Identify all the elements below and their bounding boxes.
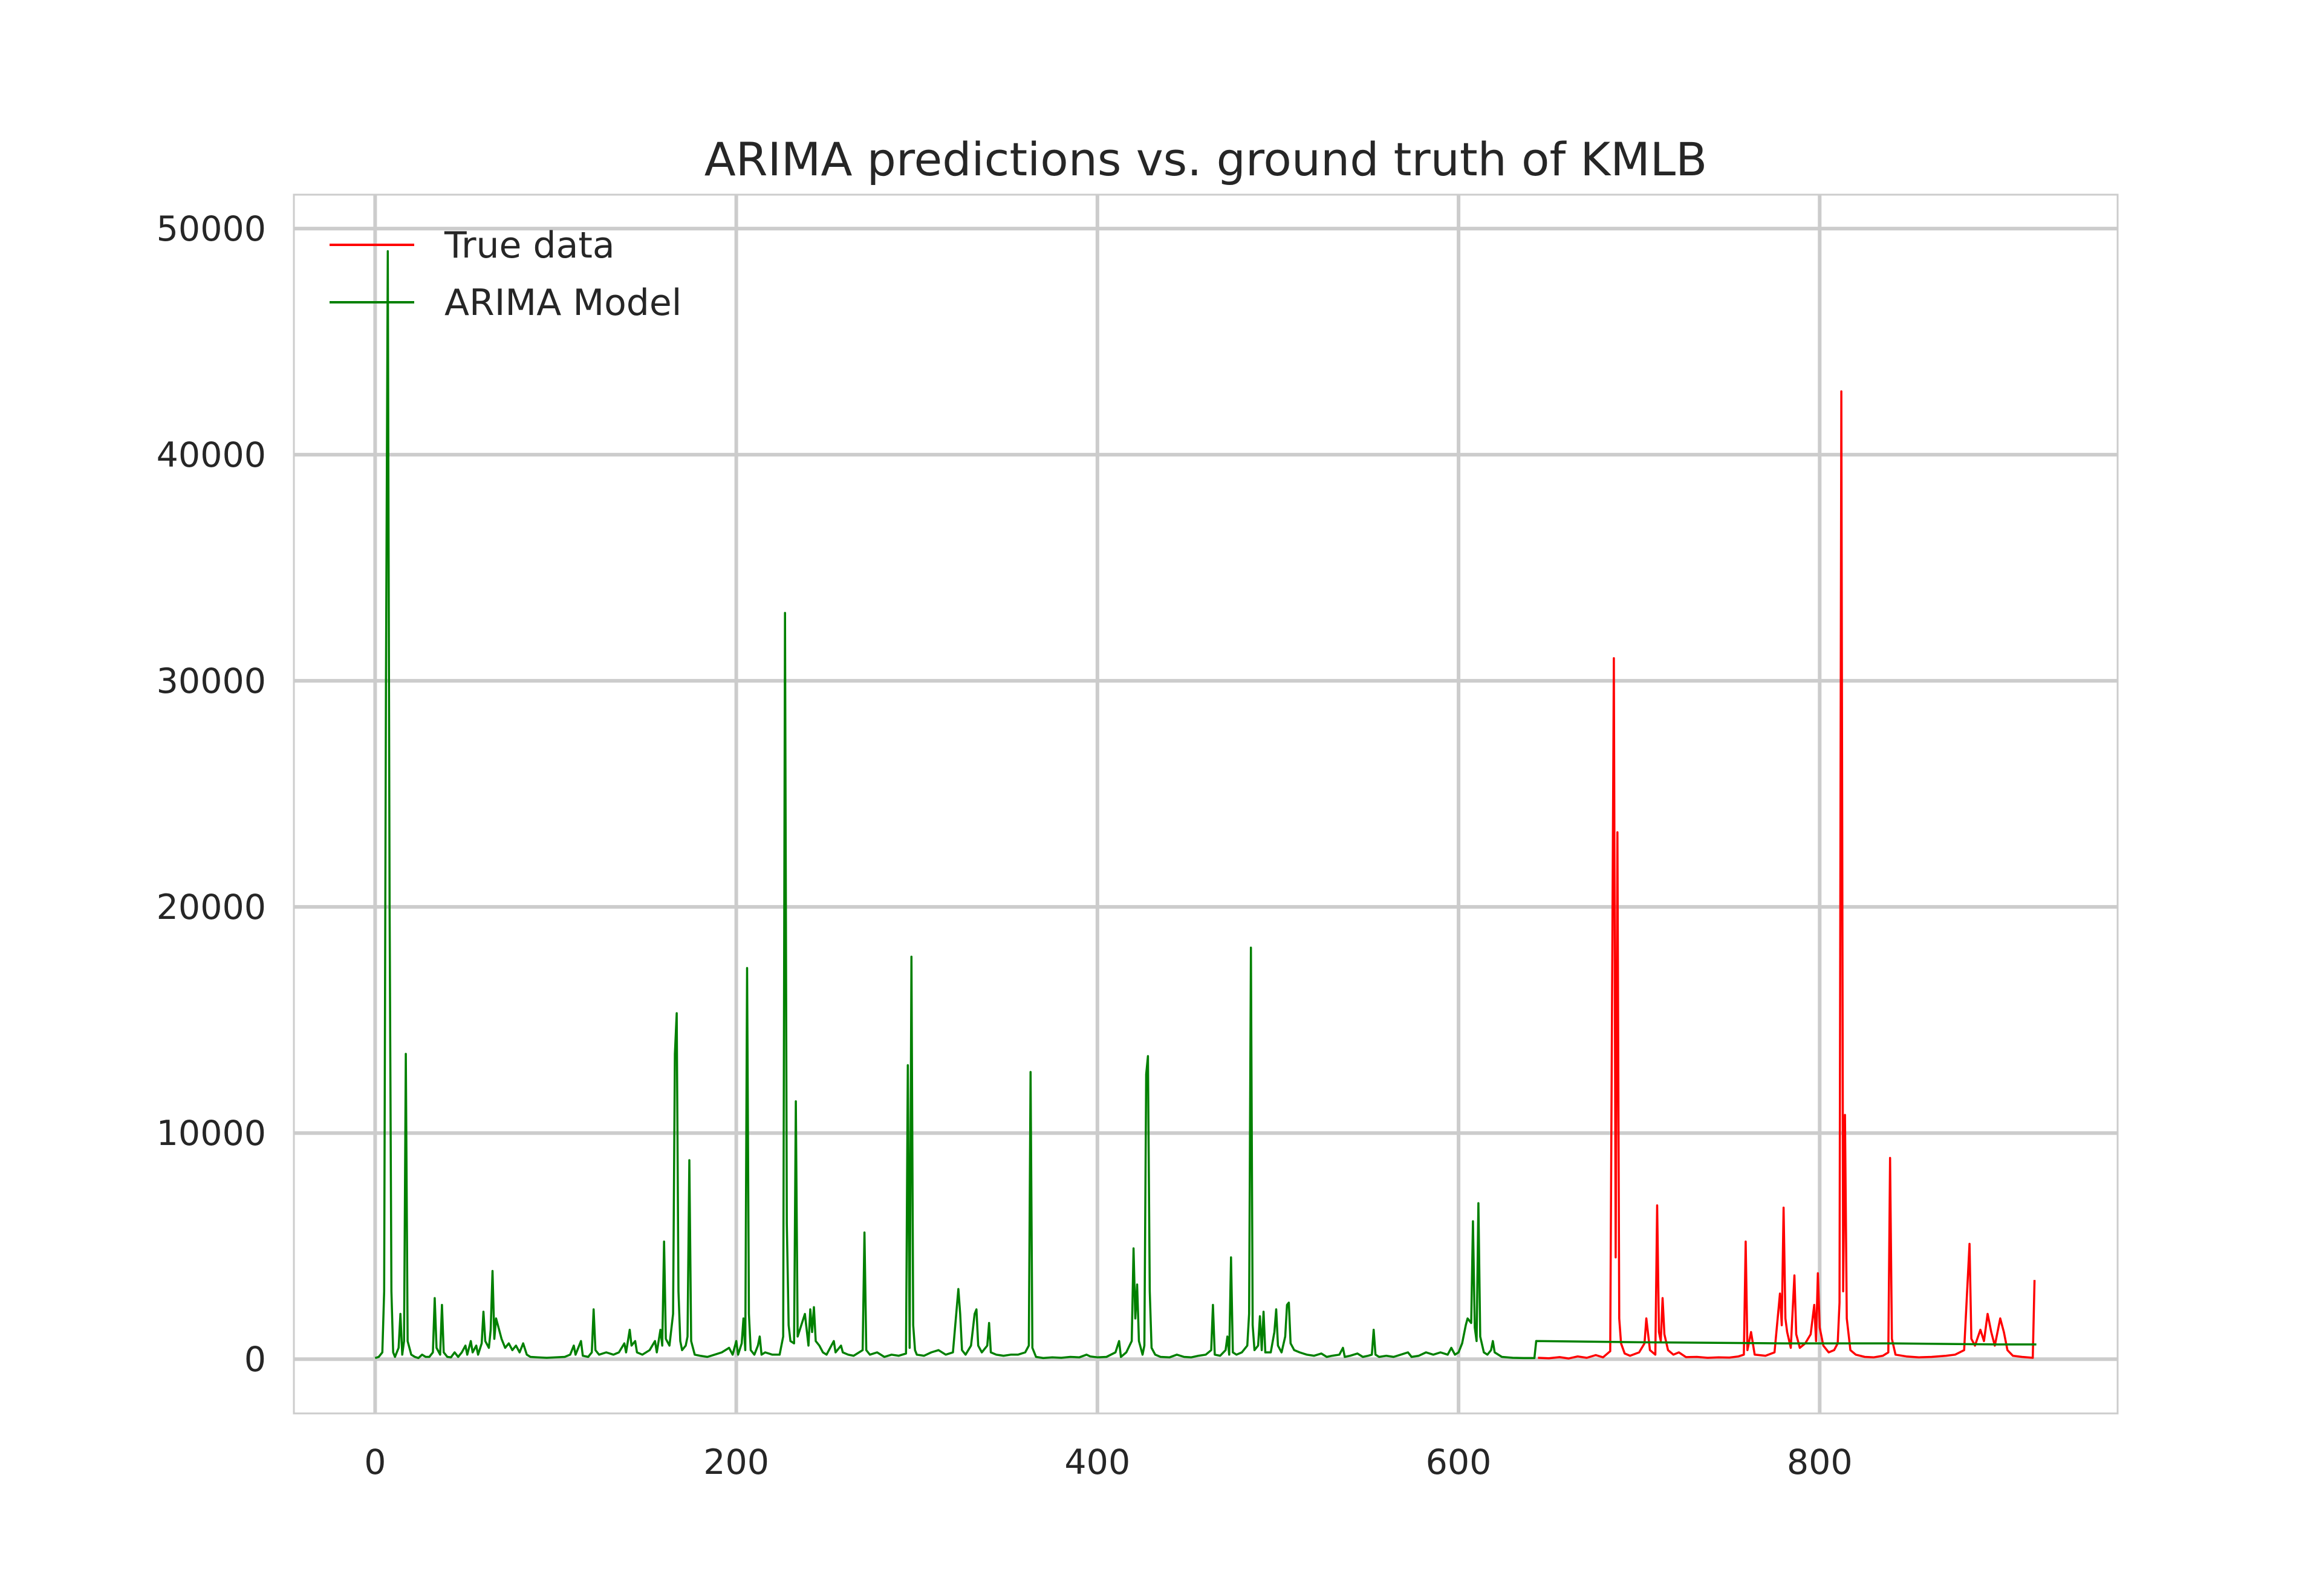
legend: True data ARIMA Model xyxy=(330,224,681,324)
series-layer xyxy=(374,250,2037,1360)
tick-labels: 0 200 400 600 800 0 10000 20000 30000 40000 50000 xyxy=(157,209,1853,1482)
x-tick-label: 200 xyxy=(703,1442,769,1482)
y-tick-label: 30000 xyxy=(157,661,266,701)
y-tick-label: 20000 xyxy=(157,887,266,927)
y-tick-label: 50000 xyxy=(157,209,266,249)
x-tick-label: 800 xyxy=(1787,1442,1853,1482)
legend-label-true-data: True data xyxy=(444,224,615,267)
chart-title: ARIMA predictions vs. ground truth of KM… xyxy=(704,132,1708,186)
y-tick-label: 40000 xyxy=(157,435,266,475)
x-tick-label: 0 xyxy=(364,1442,386,1482)
arima-model-line xyxy=(374,250,2037,1360)
x-tick-label: 400 xyxy=(1064,1442,1130,1482)
plot-frame xyxy=(293,193,2119,1415)
grid xyxy=(294,195,2118,1413)
y-tick-label: 0 xyxy=(244,1340,266,1380)
x-tick-label: 600 xyxy=(1426,1442,1492,1482)
legend-label-arima-model: ARIMA Model xyxy=(444,282,681,324)
y-tick-label: 10000 xyxy=(157,1114,266,1153)
true-data-line xyxy=(1538,390,2036,1360)
